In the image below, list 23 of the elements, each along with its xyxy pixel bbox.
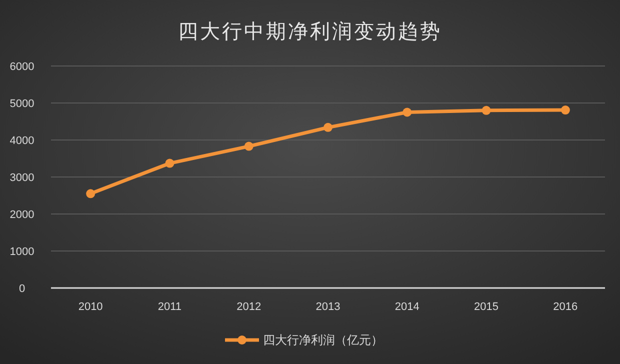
x-tick-label: 2011 <box>158 301 182 313</box>
y-tick-label: 6000 <box>10 61 34 73</box>
x-tick-label: 2010 <box>78 301 103 313</box>
point <box>482 106 491 115</box>
x-tick-label: 2013 <box>316 301 340 313</box>
point <box>244 142 254 151</box>
x-tick-label: 2014 <box>394 301 420 313</box>
point <box>402 108 412 117</box>
x-tick-label: 2012 <box>236 301 262 313</box>
chart-title: 四大行中期净利润变动趋势 <box>178 21 442 43</box>
point <box>324 122 332 132</box>
y-tick-label: 0 <box>18 283 26 295</box>
x-tick-label: 2016 <box>553 301 578 313</box>
x-tick-label: 2015 <box>474 301 499 313</box>
legend-label: 四大行净利润（亿元） <box>263 333 383 347</box>
point <box>560 106 570 115</box>
point <box>165 158 174 168</box>
y-tick-label: 4000 <box>10 135 34 147</box>
y-tick-label: 1000 <box>10 246 34 258</box>
y-tick-label: 3000 <box>10 172 34 184</box>
y-tick-label: 2000 <box>10 209 34 221</box>
y-tick-label: 5000 <box>10 98 34 110</box>
point <box>86 189 96 198</box>
